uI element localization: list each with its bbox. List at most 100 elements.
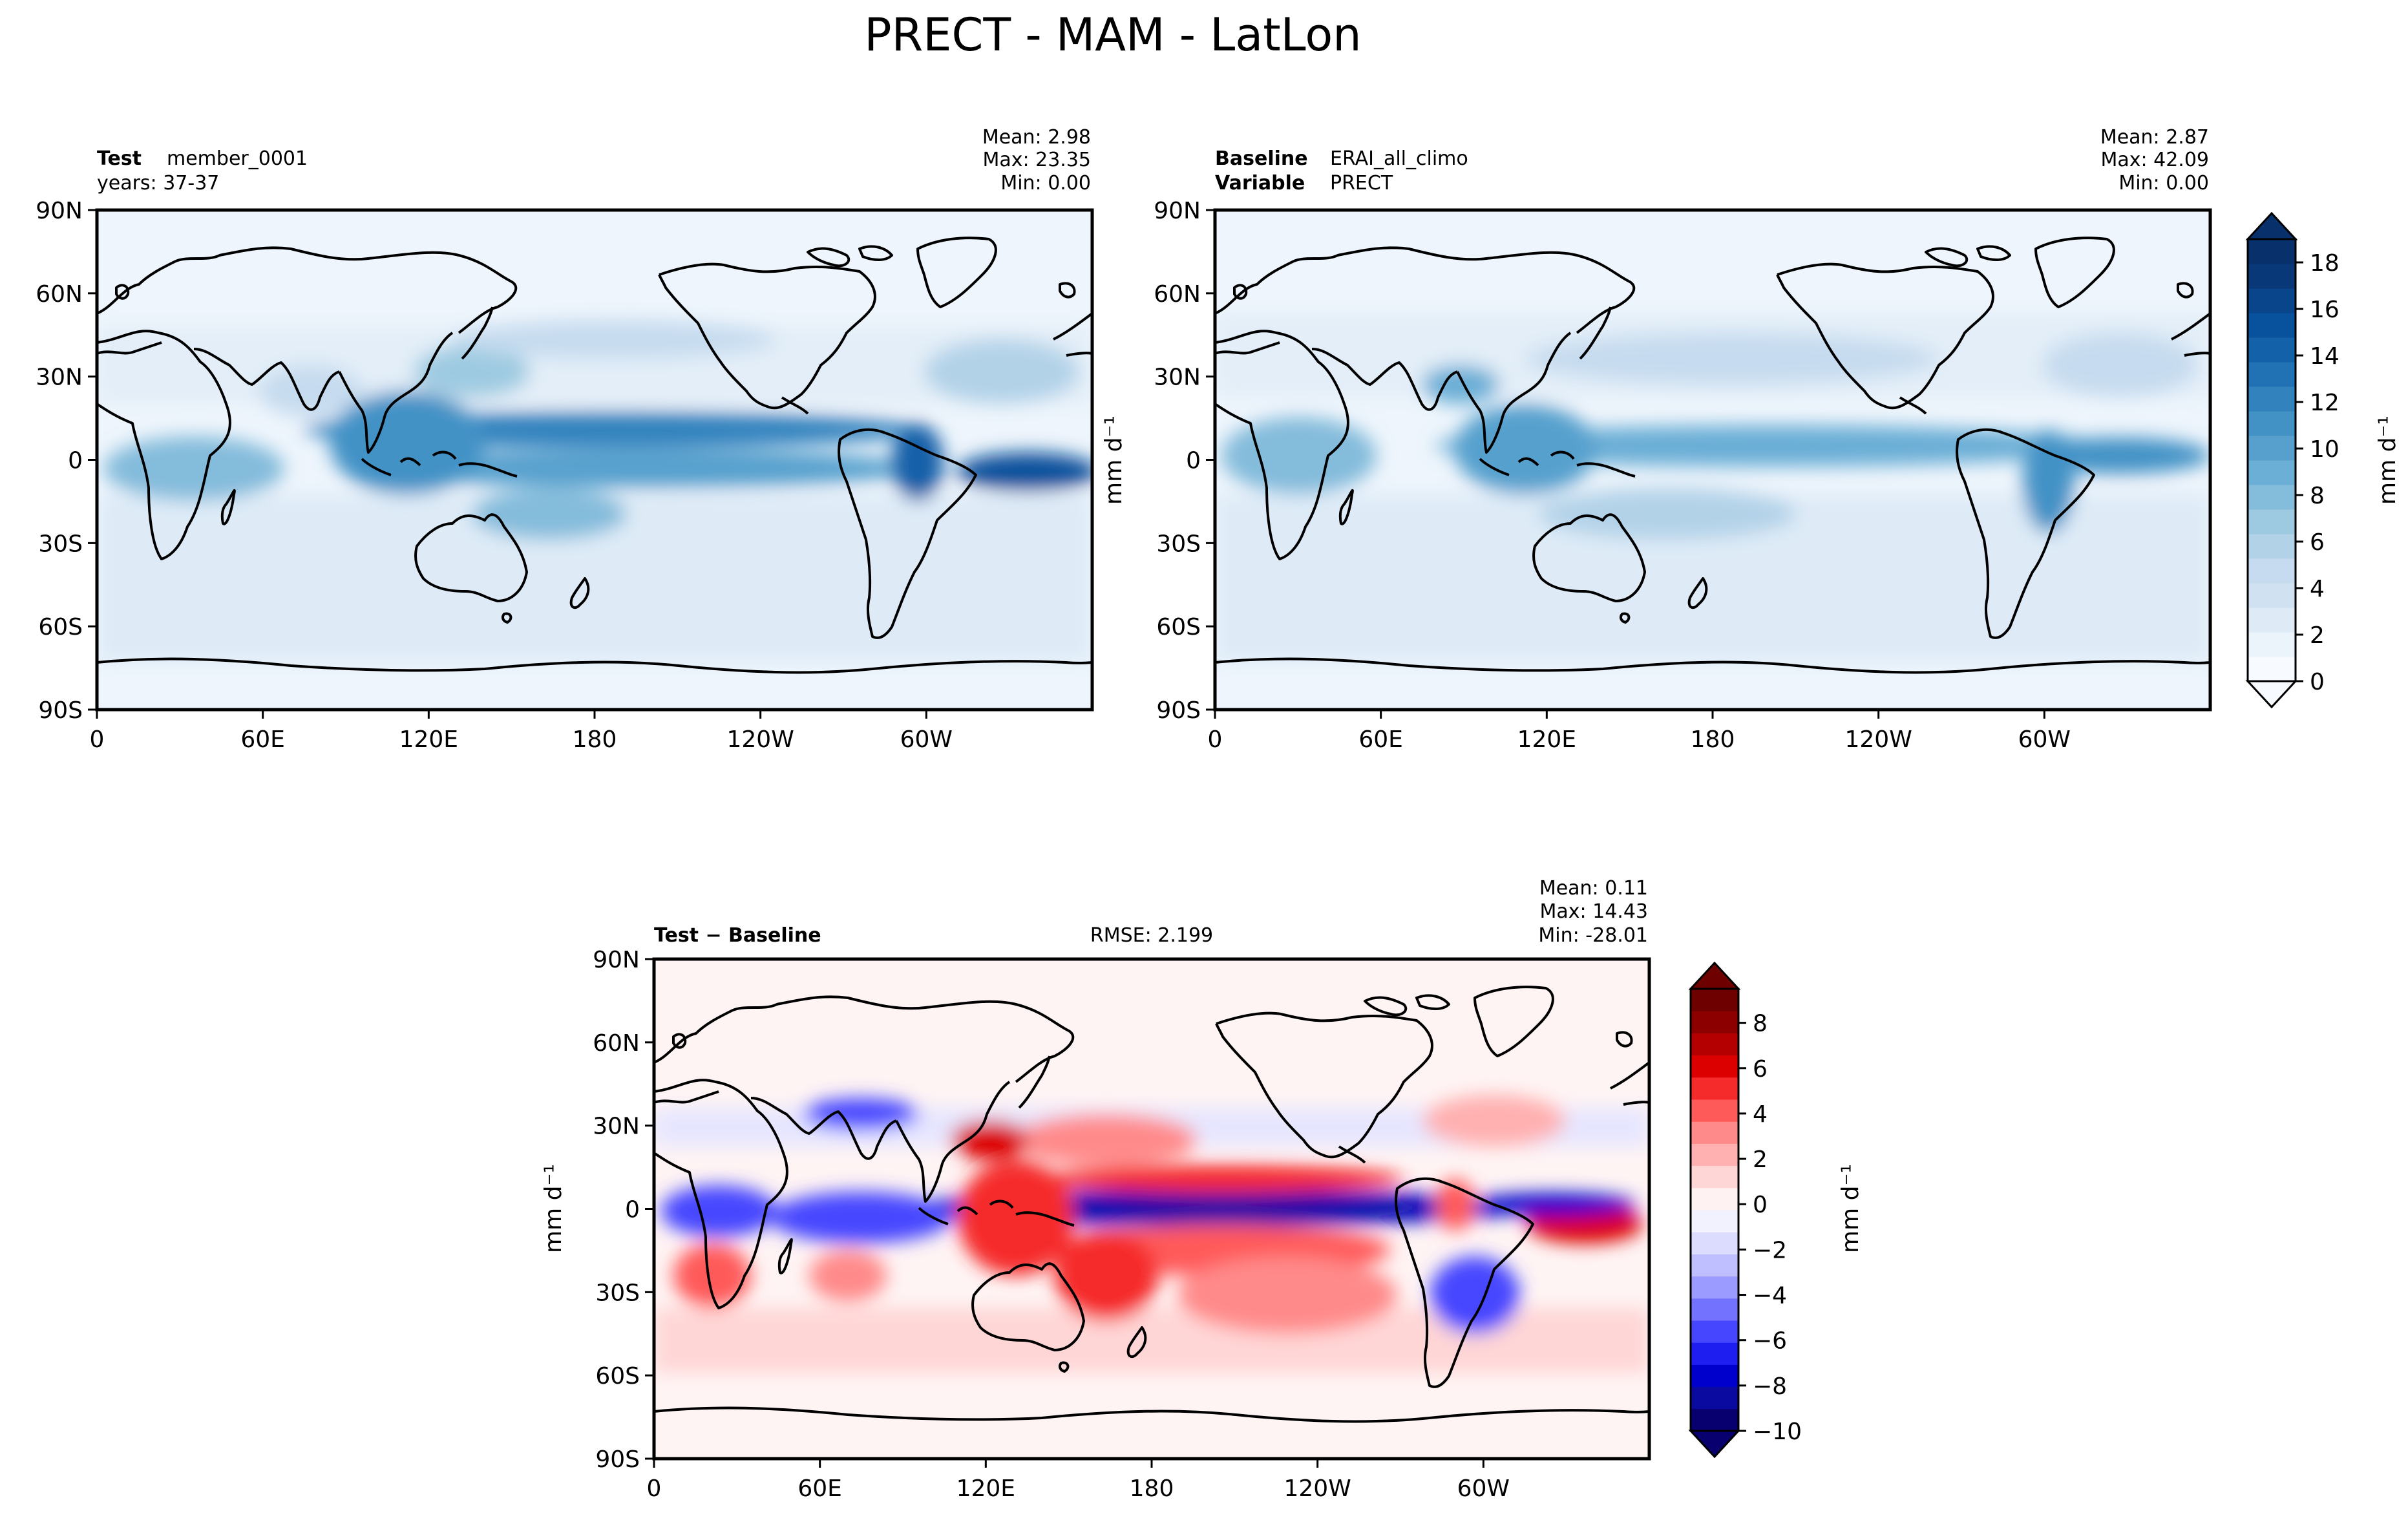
colorbar-diff-tick-label: −6 xyxy=(1753,1328,1787,1355)
diff-axis-labels: 0 60E 120E 180 120W 60W 90N 60N 30N 0 30S 60S 90S xyxy=(593,947,1510,1502)
baseline-axis-ticks xyxy=(1206,209,2045,719)
diff-ytick-label: 60S xyxy=(595,1363,640,1390)
colorbar-precip-tick-label: 10 xyxy=(2310,436,2339,463)
test-precip-field xyxy=(97,320,1092,662)
colorbar-diff-segment xyxy=(1691,1055,1738,1078)
baseline-ytick-label: 90S xyxy=(1156,697,1201,724)
colorbar-diff-segment xyxy=(1691,1364,1738,1388)
test-ytick-label: 60S xyxy=(38,614,83,640)
diff-xtick-label: 120E xyxy=(956,1475,1015,1502)
baseline-ytick-label: 60S xyxy=(1156,614,1201,640)
colorbar-diff-segment xyxy=(1691,1143,1738,1167)
colorbar-diff: −10 −8 −6 −4 −2 0 2 4 6 8 xyxy=(1688,961,1802,1459)
colorbar-diff-segment xyxy=(1691,1099,1738,1122)
baseline-xtick-label: 60W xyxy=(2018,726,2071,753)
colorbar-diff-segment xyxy=(1691,1121,1738,1144)
diff-field xyxy=(654,1095,1649,1373)
diff-xtick-label: 180 xyxy=(1130,1475,1174,1502)
diff-ytick-label: 90S xyxy=(595,1446,640,1473)
diff-ytick-label: 90N xyxy=(593,947,640,973)
colorbar-diff-segment xyxy=(1691,1187,1738,1210)
colorbar-precip-tick-label: 12 xyxy=(2310,390,2339,416)
baseline-label-text: ERAI_all_climo xyxy=(1330,147,1468,170)
colorbar-precip-extend-min xyxy=(2245,680,2298,709)
test-axis-ticks xyxy=(88,209,927,719)
colorbar-diff-extend-max xyxy=(1688,961,1741,990)
baseline-axis-labels: 0 60E 120E 180 120W 60W 90N 60N 30N 0 30S 60S 90S xyxy=(1154,198,2071,753)
colorbar-precip-segment xyxy=(2248,362,2296,387)
colorbar-precip-segment xyxy=(2248,632,2296,657)
test-axis-labels: 0 60E 120E 180 120W 60W 90N 60N 30N 0 30S 60S 90S xyxy=(36,198,953,753)
diff-xtick-label: 0 xyxy=(647,1475,662,1502)
colorbar-diff-segment xyxy=(1691,1386,1738,1410)
colorbar-diff-segment xyxy=(1691,1342,1738,1365)
variable-label-text: PRECT xyxy=(1330,172,1393,195)
colorbar-precip-tick-label: 2 xyxy=(2310,622,2325,649)
colorbar-precip-tick-label: 14 xyxy=(2310,343,2339,370)
diff-xtick-label: 120W xyxy=(1284,1475,1351,1502)
colorbar-precip-label: mm d⁻¹ xyxy=(2374,416,2401,505)
colorbar-diff-tick-label: 6 xyxy=(1753,1056,1768,1083)
test-xtick-label: 60E xyxy=(240,726,285,753)
test-xtick-label: 60W xyxy=(900,726,953,753)
diff-xtick-label: 60W xyxy=(1457,1475,1510,1502)
colorbar-diff-tick-label: −2 xyxy=(1753,1237,1787,1263)
colorbar-diff-tick-label: 0 xyxy=(1753,1192,1768,1218)
colorbar-precip: 0 2 4 6 8 10 12 14 16 18 xyxy=(2245,211,2339,709)
colorbar-precip-tick-label: 6 xyxy=(2310,529,2325,556)
diff-xtick-label: 60E xyxy=(797,1475,842,1502)
diff-stat-min: Min: -28.01 xyxy=(1538,924,1648,947)
test-xtick-label: 0 xyxy=(90,726,105,753)
panel-baseline: Baseline ERAI_all_climo Variable PRECT M… xyxy=(1101,126,2212,753)
colorbar-diff-segment xyxy=(1691,1298,1738,1321)
test-ytick-label: 30N xyxy=(36,365,83,391)
colorbar-diff-extend-min xyxy=(1688,1430,1741,1459)
colorbar-diff-segment xyxy=(1691,1077,1738,1100)
diff-ytick-label: 30S xyxy=(595,1280,640,1306)
colorbar-diff-tick-label: 2 xyxy=(1753,1147,1768,1173)
test-xtick-label: 120E xyxy=(399,726,458,753)
diff-ylabel: mm d⁻¹ xyxy=(540,1164,567,1253)
colorbar-diff-frame xyxy=(1689,988,1740,1432)
colorbar-precip-segment xyxy=(2248,558,2296,584)
colorbar-precip-segment xyxy=(2248,411,2296,436)
colorbar-diff-tick-label: 8 xyxy=(1753,1011,1768,1037)
baseline-stat-min: Min: 0.00 xyxy=(2118,172,2209,195)
colorbar-diff-tick-label: −4 xyxy=(1753,1283,1787,1309)
diff-axis-ticks xyxy=(645,958,1484,1468)
diff-rmse: RMSE: 2.199 xyxy=(1090,924,1213,947)
colorbar-precip-segment xyxy=(2248,534,2296,559)
colorbar-diff-segment xyxy=(1691,1165,1738,1189)
test-label-text: member_0001 xyxy=(167,147,308,170)
baseline-ytick-label: 30N xyxy=(1154,365,1201,391)
colorbar-precip-segment xyxy=(2248,583,2296,608)
test-xtick-label: 180 xyxy=(573,726,617,753)
colorbar-diff-segment xyxy=(1691,989,1738,1011)
colorbar-precip-segment xyxy=(2248,509,2296,534)
baseline-ytick-label: 90N xyxy=(1154,198,1201,224)
test-ytick-label: 60N xyxy=(36,281,83,308)
baseline-ytick-label: 60N xyxy=(1154,281,1201,308)
colorbar-diff-segment xyxy=(1691,1210,1738,1232)
test-stat-max: Max: 23.35 xyxy=(982,149,1091,171)
colorbar-diff-segment xyxy=(1691,1276,1738,1299)
test-xtick-label: 120W xyxy=(727,726,794,753)
baseline-ytick-label: 0 xyxy=(1186,448,1201,474)
colorbar-precip-tick-label: 18 xyxy=(2310,250,2339,277)
test-years-label: years: 37-37 xyxy=(97,172,219,195)
diff-ytick-label: 60N xyxy=(593,1030,640,1057)
colorbar-precip-frame xyxy=(2246,238,2297,682)
test-label-bold: Test xyxy=(97,147,142,170)
baseline-ylabel: mm d⁻¹ xyxy=(1101,416,1127,505)
baseline-stat-max: Max: 42.09 xyxy=(2100,149,2209,171)
baseline-xtick-label: 180 xyxy=(1691,726,1735,753)
colorbar-precip-segment xyxy=(2248,608,2296,633)
colorbar-diff-label: mm d⁻¹ xyxy=(1837,1164,1864,1253)
figure-title: PRECT - MAM - LatLon xyxy=(864,8,1361,61)
test-ytick-label: 0 xyxy=(68,448,83,474)
diff-stat-mean: Mean: 0.11 xyxy=(1539,877,1648,900)
colorbar-diff-segment xyxy=(1691,1011,1738,1033)
colorbar-precip-tick-label: 0 xyxy=(2310,669,2325,695)
colorbar-precip-extend-max xyxy=(2245,211,2298,240)
